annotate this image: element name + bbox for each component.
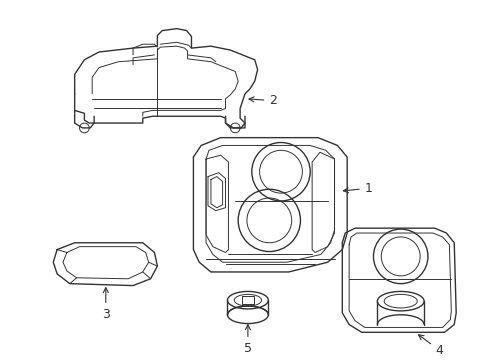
Text: 1: 1 xyxy=(343,182,372,195)
Text: 2: 2 xyxy=(248,94,277,107)
Text: 4: 4 xyxy=(418,335,443,357)
Text: 5: 5 xyxy=(244,325,251,355)
Text: 3: 3 xyxy=(102,288,109,321)
